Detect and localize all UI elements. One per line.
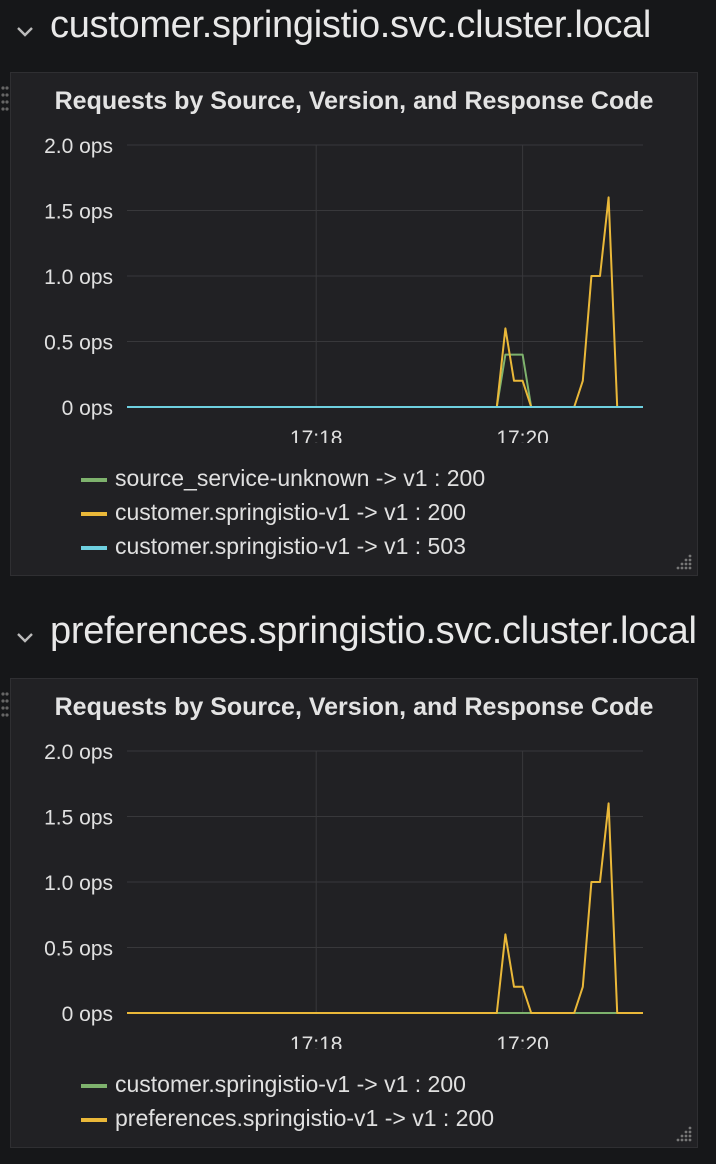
y-tick-label: 0.5 ops (44, 938, 113, 961)
legend-label: customer.springistio-v1 -> v1 : 200 (115, 499, 466, 525)
legend-swatch (81, 512, 107, 516)
legend-swatch (81, 478, 107, 482)
requests-chart[interactable]: 0 ops 0.5 ops 1.0 ops 1.5 ops 2.0 ops 17:18 17… (11, 73, 697, 443)
legend-label: preferences.springistio-v1 -> v1 : 200 (115, 1105, 495, 1131)
x-tick-label: 17:18 (290, 1033, 343, 1049)
requests-chart[interactable]: 0 ops 0.5 ops 1.0 ops 1.5 ops 2.0 ops 17:18 17… (11, 679, 697, 1049)
row-header-customer[interactable]: customer.springistio.svc.cluster.local (0, 0, 716, 60)
row-header-preferences[interactable]: preferences.springistio.svc.cluster.loca… (0, 606, 716, 666)
drag-handle-icon[interactable] (1, 691, 9, 717)
resize-handle-icon[interactable] (675, 1125, 693, 1143)
row-title: customer.springistio.svc.cluster.local (50, 4, 652, 46)
resize-handle-icon[interactable] (675, 553, 693, 571)
series-line (127, 802, 643, 1014)
x-tick-label: 17:20 (496, 1033, 549, 1049)
y-tick-label: 1.5 ops (44, 201, 113, 224)
panel-customer-requests: Requests by Source, Version, and Respons… (1, 72, 698, 576)
legend-label: customer.springistio-v1 -> v1 : 200 (115, 1071, 466, 1097)
series-line (127, 353, 643, 408)
legend-label: source_service-unknown -> v1 : 200 (115, 465, 486, 491)
drag-handle-icon[interactable] (1, 85, 9, 111)
chevron-down-icon[interactable] (14, 20, 36, 42)
y-tick-label: 0.5 ops (44, 332, 113, 355)
row-title: preferences.springistio.svc.cluster.loca… (50, 610, 697, 652)
y-tick-label: 1.0 ops (44, 266, 113, 289)
y-tick-label: 0 ops (62, 1003, 113, 1026)
legend-label: customer.springistio-v1 -> v1 : 503 (115, 533, 466, 559)
chevron-down-icon[interactable] (14, 626, 36, 648)
legend-swatch (81, 1084, 107, 1088)
y-tick-label: 1.5 ops (44, 807, 113, 830)
x-tick-label: 17:18 (290, 427, 343, 443)
series-line (127, 196, 643, 408)
y-tick-label: 2.0 ops (44, 135, 113, 158)
y-tick-label: 2.0 ops (44, 741, 113, 764)
x-tick-label: 17:20 (496, 427, 549, 443)
legend-swatch (81, 1118, 107, 1122)
panel-title[interactable]: Requests by Source, Version, and Respons… (54, 693, 654, 721)
panel-preferences-requests: Requests by Source, Version, and Respons… (1, 678, 698, 1148)
y-tick-label: 0 ops (62, 397, 113, 420)
legend-swatch (81, 546, 107, 550)
panel-title[interactable]: Requests by Source, Version, and Respons… (54, 87, 654, 115)
y-tick-label: 1.0 ops (44, 872, 113, 895)
